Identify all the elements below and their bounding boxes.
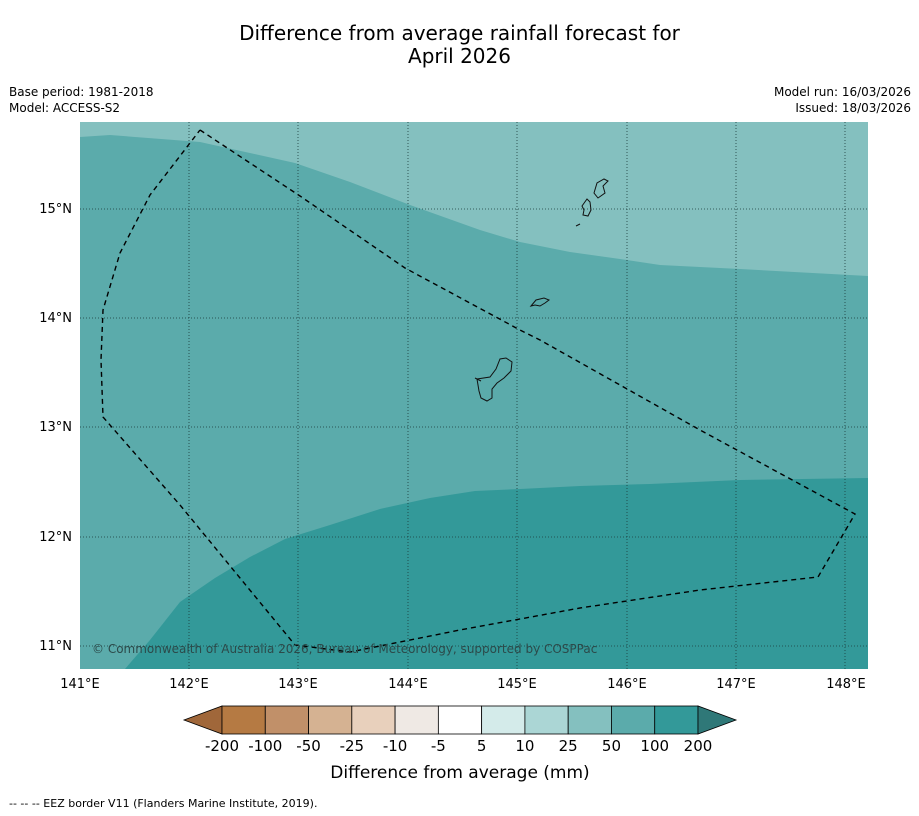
legend-title: Difference from average (mm)	[330, 763, 589, 783]
field-100-200	[125, 478, 868, 669]
colorbar-swatch	[351, 705, 396, 735]
colorbar-swatch	[221, 705, 266, 735]
colorbar-tick-label: -25	[340, 737, 365, 755]
island-rota	[529, 297, 551, 307]
lon-label: 143°E	[278, 677, 318, 692]
lon-label: 148°E	[826, 677, 866, 692]
colorbar-swatch	[264, 705, 309, 735]
colorbar-tick-label: -100	[248, 737, 282, 755]
lat-label: 14°N	[39, 311, 72, 326]
colorbar-tick-label: 25	[559, 737, 578, 755]
colorbar-tick-label: 200	[684, 737, 713, 755]
colorbar-tick-label: 100	[640, 737, 669, 755]
colorbar-tick-label: -5	[431, 737, 446, 755]
island-saipan	[593, 178, 609, 199]
colorbar-swatch	[437, 705, 483, 735]
colorbar-extend-high	[697, 705, 738, 735]
map-title: Difference from average rainfall forecas…	[0, 22, 919, 68]
lat-label: 15°N	[39, 202, 72, 217]
copyright-text: © Commonwealth of Australia 2026, Bureau…	[92, 642, 597, 656]
island-guam	[474, 357, 513, 402]
meta-left: Base period: 1981-2018 Model: ACCESS-S2	[9, 84, 154, 116]
lon-label: 144°E	[388, 677, 428, 692]
colorbar-tick-label: 50	[602, 737, 621, 755]
lon-label: 147°E	[716, 677, 756, 692]
lon-label: 146°E	[607, 677, 647, 692]
colorbar-swatch	[524, 705, 569, 735]
base-period: Base period: 1981-2018	[9, 85, 154, 99]
model-name: Model: ACCESS-S2	[9, 101, 121, 115]
title-line-1: Difference from average rainfall forecas…	[239, 21, 680, 45]
meta-right: Model run: 16/03/2026 Issued: 18/03/2026	[774, 84, 911, 116]
model-run: Model run: 16/03/2026	[773, 85, 911, 99]
colorbar-legend	[182, 705, 738, 735]
colorbar-tick-label: 10	[515, 737, 534, 755]
lat-label: 12°N	[39, 530, 72, 545]
lon-label: 142°E	[169, 677, 209, 692]
lat-label: 11°N	[39, 639, 72, 654]
colorbar-tick-label: -10	[383, 737, 408, 755]
eez-footnote: -- -- -- EEZ border V11 (Flanders Marine…	[9, 797, 318, 810]
island-tinian	[575, 198, 592, 227]
island-outlines	[474, 178, 609, 402]
colorbar-tick-label: 5	[477, 737, 487, 755]
colorbar-tick-label: -50	[296, 737, 321, 755]
latitude-labels: 15°N 14°N 13°N 12°N 11°N	[39, 202, 72, 654]
colorbar-swatch	[567, 705, 612, 735]
colorbar-swatch	[308, 705, 353, 735]
colorbar-swatch	[481, 705, 526, 735]
colorbar-extend-low	[182, 705, 223, 735]
colorbar-swatch	[654, 705, 699, 735]
graticule	[80, 122, 868, 669]
colorbar-tick-label: -200	[205, 737, 239, 755]
title-line-2: April 2026	[408, 44, 511, 68]
issued-date: Issued: 18/03/2026	[795, 101, 911, 115]
colorbar-swatch	[394, 705, 439, 735]
longitude-labels: 141°E 142°E 143°E 144°E 145°E 146°E 147°…	[60, 677, 866, 692]
colorbar-tick-labels: -200 -100 -50 -25 -10 -5 5 10 25 50 100 200	[205, 737, 712, 755]
colorbar-swatch	[611, 705, 656, 735]
lon-label: 141°E	[60, 677, 100, 692]
lon-label: 145°E	[497, 677, 537, 692]
lat-label: 13°N	[39, 420, 72, 435]
rainfall-field	[80, 122, 868, 669]
